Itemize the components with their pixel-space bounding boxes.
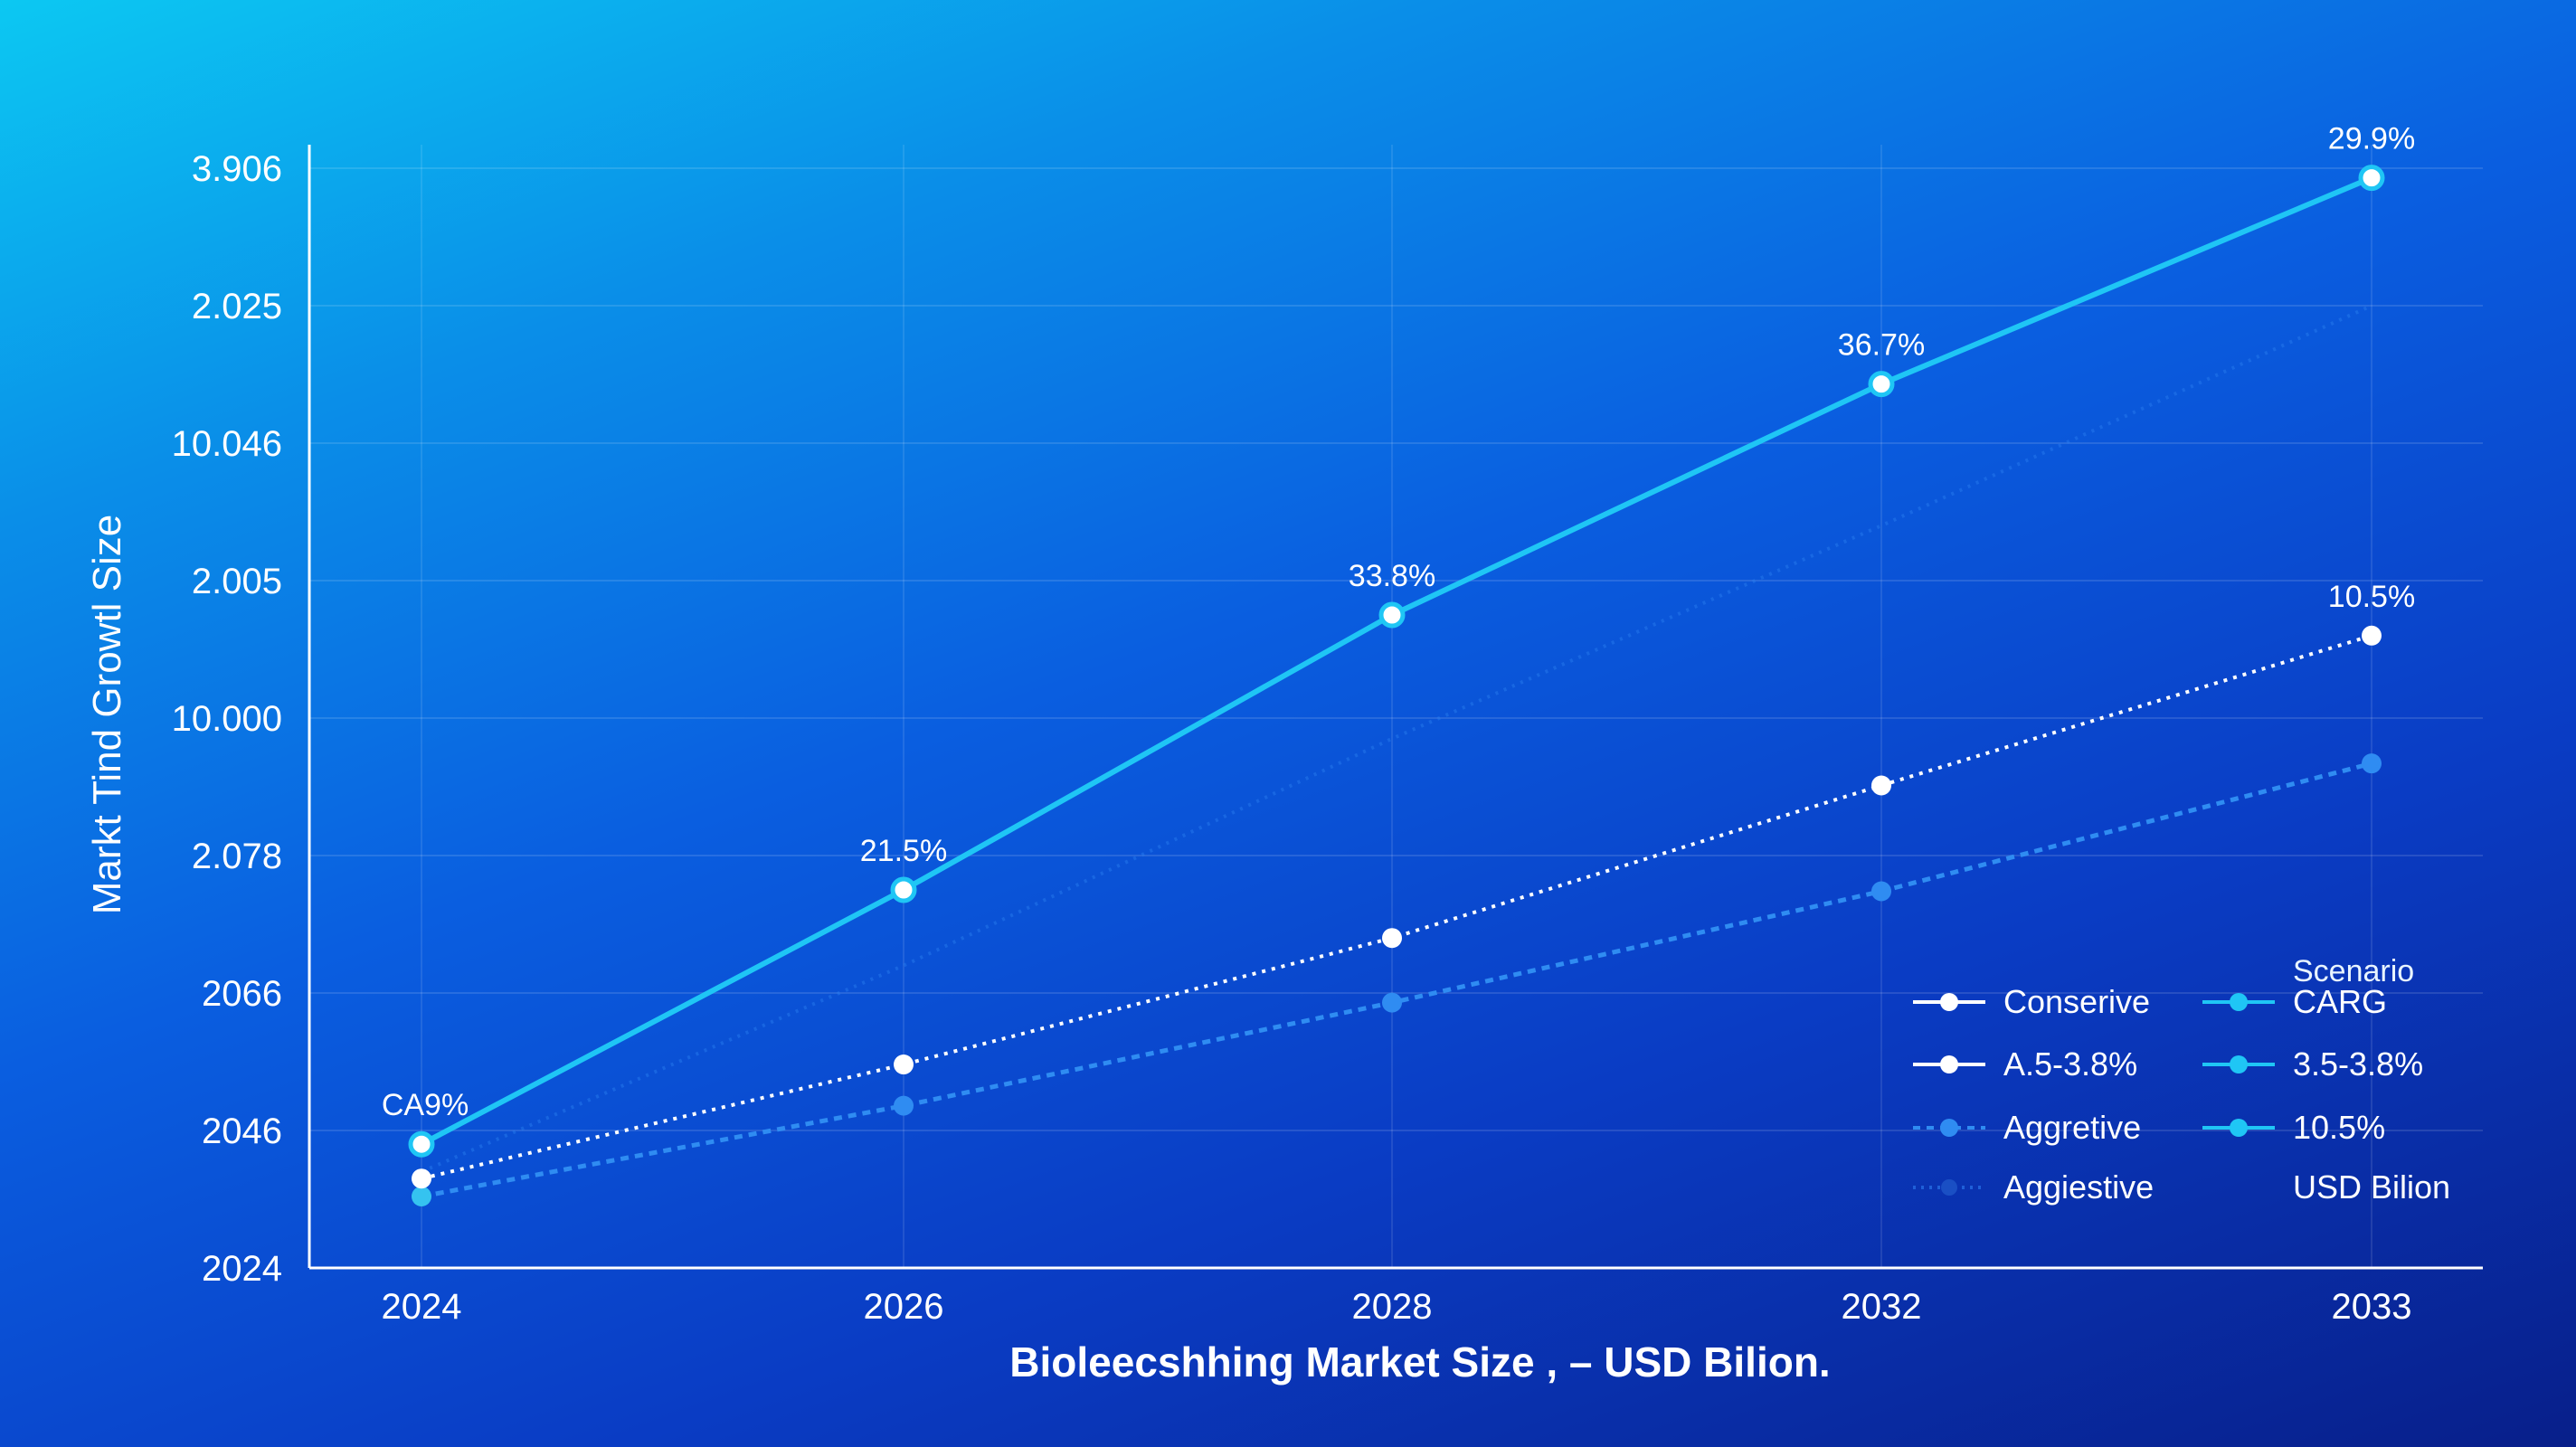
legend-item-conserive: Conserive <box>1913 979 2150 1026</box>
data-point <box>1378 601 1406 629</box>
data-label: 36.7% <box>1838 328 1925 363</box>
x-tick-label: 2024 <box>382 1287 462 1327</box>
data-label: 29.9% <box>2328 122 2415 156</box>
legend-label: Aggretive <box>2003 1109 2142 1146</box>
data-point <box>894 1055 914 1075</box>
legend-label: 3.5-3.8% <box>2293 1045 2424 1083</box>
legend-swatch-white-line-icon <box>1913 1055 1985 1073</box>
data-point <box>412 1168 431 1189</box>
legend-label: Aggiestive <box>2003 1168 2155 1206</box>
series-line-conserive <box>421 633 2372 1181</box>
data-point <box>1382 992 1402 1013</box>
x-tick-label: 2033 <box>2332 1287 2412 1327</box>
legend-swatch-cyan-line-icon <box>2202 1055 2275 1073</box>
y-tick-label: 10.046 <box>172 424 282 464</box>
axes <box>308 145 2483 1270</box>
legend-item-carg: CARG <box>2202 979 2387 1026</box>
x-tick-label: 2028 <box>1352 1287 1433 1327</box>
data-point <box>894 1095 914 1116</box>
legend-item-pct: 10.5% <box>2202 1104 2385 1151</box>
y-tick-label: 10.000 <box>172 699 282 739</box>
x-tick-labels: 2024 2026 2028 2032 2033 <box>382 1287 2412 1327</box>
legend-item-unit: USD Bilion <box>2293 1164 2450 1211</box>
data-label: 10.5% <box>2328 580 2415 614</box>
legend-label: A.5-3.8% <box>2003 1045 2138 1083</box>
y-tick-label: 2024 <box>202 1249 282 1289</box>
y-tick-label: 2046 <box>202 1111 282 1151</box>
y-tick-label: 2.005 <box>192 562 282 601</box>
legend: Scenario Conserive CARG A.5-3.8% 3.5-3.8… <box>1913 954 2474 1234</box>
legend-label: 10.5% <box>2293 1109 2386 1146</box>
data-point <box>2358 165 2385 192</box>
legend-swatch-cyan-line-icon <box>2202 993 2275 1011</box>
legend-item-aggretive: Aggretive <box>1913 1104 2141 1151</box>
data-point <box>1868 371 1895 398</box>
data-point <box>890 876 917 903</box>
x-axis-label: Bioleecshhing Market Size , – USD Bilion… <box>1009 1338 1830 1386</box>
data-point <box>412 1186 431 1206</box>
legend-item-range-b: 3.5-3.8% <box>2202 1041 2423 1088</box>
series-group: 10.5% CA9% 21.5% 33.8% 36.7% 29.9% <box>382 122 2415 1206</box>
legend-label: Conserive <box>2003 983 2151 1020</box>
grid-lines <box>309 145 2483 1268</box>
legend-item-range-a: A.5-3.8% <box>1913 1041 2137 1088</box>
y-tick-label: 2.025 <box>192 287 282 326</box>
x-tick-label: 2032 <box>1842 1287 1922 1327</box>
legend-label: CARG <box>2293 983 2388 1020</box>
y-tick-labels: 2024 2046 2066 2.078 10.000 2.005 10.046 2.025 3… <box>172 149 282 1289</box>
y-tick-label: 3.906 <box>192 149 282 189</box>
data-label: 33.8% <box>1349 559 1435 593</box>
data-point <box>2362 753 2382 774</box>
legend-swatch-white-line-icon <box>1913 993 1985 1011</box>
legend-title: Scenario <box>2293 954 2415 988</box>
data-point <box>1382 928 1402 949</box>
data-point <box>1871 775 1891 796</box>
y-tick-label: 2066 <box>202 974 282 1014</box>
y-axis-label: Markt Tind Growtl Size <box>85 515 129 915</box>
legend-label: USD Bilion <box>2293 1168 2451 1206</box>
data-point <box>1871 881 1891 902</box>
data-point <box>2362 625 2382 646</box>
data-point <box>408 1130 435 1158</box>
legend-swatch-faint-dotted-icon <box>1913 1179 1985 1196</box>
data-label: 21.5% <box>860 834 947 868</box>
legend-swatch-blue-dashed-icon <box>1913 1119 1985 1137</box>
legend-swatch-cyan-line-icon <box>2202 1119 2275 1137</box>
legend-item-aggiestive: Aggiestive <box>1913 1164 2154 1211</box>
data-label: CA9% <box>382 1088 469 1122</box>
x-tick-label: 2026 <box>864 1287 944 1327</box>
y-tick-label: 2.078 <box>192 837 282 876</box>
